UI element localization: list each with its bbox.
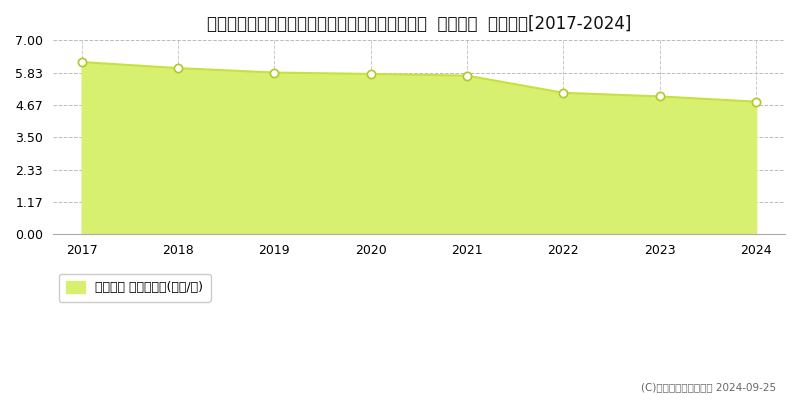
Legend: 基準地価 平均坪単価(万円/坪): 基準地価 平均坪単価(万円/坪) <box>59 274 210 302</box>
Point <box>364 71 377 77</box>
Point <box>461 72 474 79</box>
Point <box>557 90 570 96</box>
Point <box>268 69 281 76</box>
Point <box>750 98 762 105</box>
Title: 長野県上水内郡飯綱町大字牟礼字居村２６９８番  基準地価  地価推移[2017-2024]: 長野県上水内郡飯綱町大字牟礼字居村２６９８番 基準地価 地価推移[2017-20… <box>206 15 631 33</box>
Point <box>75 59 88 65</box>
Text: (C)土地価格ドットコム 2024-09-25: (C)土地価格ドットコム 2024-09-25 <box>641 382 776 392</box>
Point <box>171 65 184 71</box>
Point <box>654 93 666 100</box>
